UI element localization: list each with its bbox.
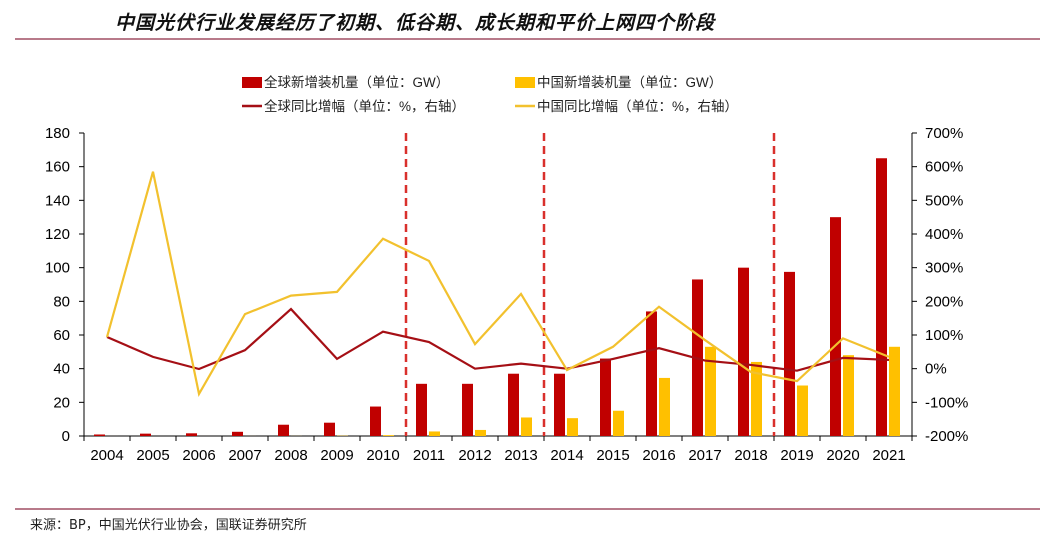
bar-global-2004 <box>94 434 105 436</box>
left-tick-label: 180 <box>45 125 70 142</box>
right-tick-label: -100% <box>925 394 968 411</box>
left-tick-label: 0 <box>62 428 70 445</box>
left-tick-label: 80 <box>53 293 70 310</box>
right-tick-label: 700% <box>925 125 963 142</box>
right-tick-label: 300% <box>925 260 963 277</box>
header-rule <box>15 38 1040 40</box>
x-tick-label: 2009 <box>320 447 353 464</box>
bar-global-2006 <box>186 433 197 436</box>
left-tick-label: 120 <box>45 226 70 243</box>
legend-label-3: 中国同比增幅（单位：%，右轴） <box>537 99 738 114</box>
bar-global-2020 <box>830 217 841 436</box>
bar-china-2016 <box>659 377 670 436</box>
x-tick-label: 2004 <box>90 447 123 464</box>
line-global-growth <box>106 307 890 372</box>
legend-swatch-0 <box>242 77 262 88</box>
right-tick-label: 500% <box>925 192 963 209</box>
bar-global-2016 <box>646 311 657 436</box>
bar-global-2021 <box>876 158 887 436</box>
bar-global-2014 <box>554 373 565 436</box>
x-tick-label: 2015 <box>596 447 629 464</box>
bar-global-2015 <box>600 358 611 436</box>
footer-rule <box>15 508 1040 510</box>
bar-global-2010 <box>370 406 381 436</box>
right-tick-label: 600% <box>925 159 963 176</box>
x-tick-label: 2008 <box>274 447 307 464</box>
x-tick-label: 2018 <box>734 447 767 464</box>
right-tick-label: 400% <box>925 226 963 243</box>
bar-china-2020 <box>843 355 854 436</box>
bar-china-2018 <box>751 361 762 436</box>
x-tick-label: 2011 <box>413 447 445 464</box>
legend-swatch-1 <box>515 77 535 88</box>
left-tick-label: 140 <box>45 192 70 209</box>
x-tick-label: 2013 <box>504 447 537 464</box>
left-tick-label: 40 <box>53 361 70 378</box>
left-tick-label: 60 <box>53 327 70 344</box>
x-tick-label: 2014 <box>550 447 583 464</box>
right-tick-label: 0% <box>925 361 947 378</box>
bar-china-2014 <box>567 418 578 436</box>
bar-global-2013 <box>508 373 519 436</box>
bar-china-2021 <box>889 346 900 436</box>
bar-global-2019 <box>784 271 795 436</box>
legend-label-0: 全球新增装机量（单位：GW） <box>264 74 449 90</box>
source-note: 来源：BP，中国光伏行业协会，国联证券研究所 <box>30 518 307 533</box>
legend-label-1: 中国新增装机量（单位：GW） <box>537 75 722 90</box>
x-tick-label: 2005 <box>136 447 169 464</box>
left-tick-label: 20 <box>53 394 70 411</box>
bar-global-2012 <box>462 383 473 436</box>
bar-global-2007 <box>232 431 243 436</box>
bar-china-2013 <box>521 417 532 436</box>
page-title: 中国光伏行业发展经历了初期、低谷期、成长期和平价上网四个阶段 <box>115 12 716 34</box>
x-tick-label: 2010 <box>366 447 399 464</box>
bar-global-2008 <box>278 424 289 436</box>
x-tick-label: 2016 <box>642 447 675 464</box>
right-tick-label: 200% <box>925 293 963 310</box>
right-tick-label: 100% <box>925 327 963 344</box>
line-china-growth <box>105 171 890 397</box>
legend-label-2: 全球同比增幅（单位：%，右轴） <box>264 98 465 114</box>
bar-global-2018 <box>738 267 749 436</box>
bar-china-2017 <box>705 346 716 436</box>
x-tick-label: 2012 <box>458 447 491 464</box>
bar-china-2011 <box>429 431 440 436</box>
right-tick-label: -200% <box>925 428 968 445</box>
x-tick-label: 2019 <box>780 447 813 464</box>
bar-global-2005 <box>140 433 151 436</box>
bar-china-2010 <box>383 435 394 436</box>
bar-china-2012 <box>475 429 486 436</box>
x-tick-label: 2017 <box>688 447 721 464</box>
bar-china-2015 <box>613 410 624 436</box>
x-tick-label: 2020 <box>826 447 859 464</box>
bar-global-2009 <box>324 422 335 436</box>
left-tick-label: 160 <box>45 159 70 176</box>
x-tick-label: 2021 <box>872 447 905 464</box>
bar-china-2019 <box>797 385 808 436</box>
bar-global-2011 <box>416 383 427 436</box>
left-tick-label: 100 <box>45 260 70 277</box>
x-tick-label: 2006 <box>182 447 215 464</box>
x-tick-label: 2007 <box>228 447 261 464</box>
